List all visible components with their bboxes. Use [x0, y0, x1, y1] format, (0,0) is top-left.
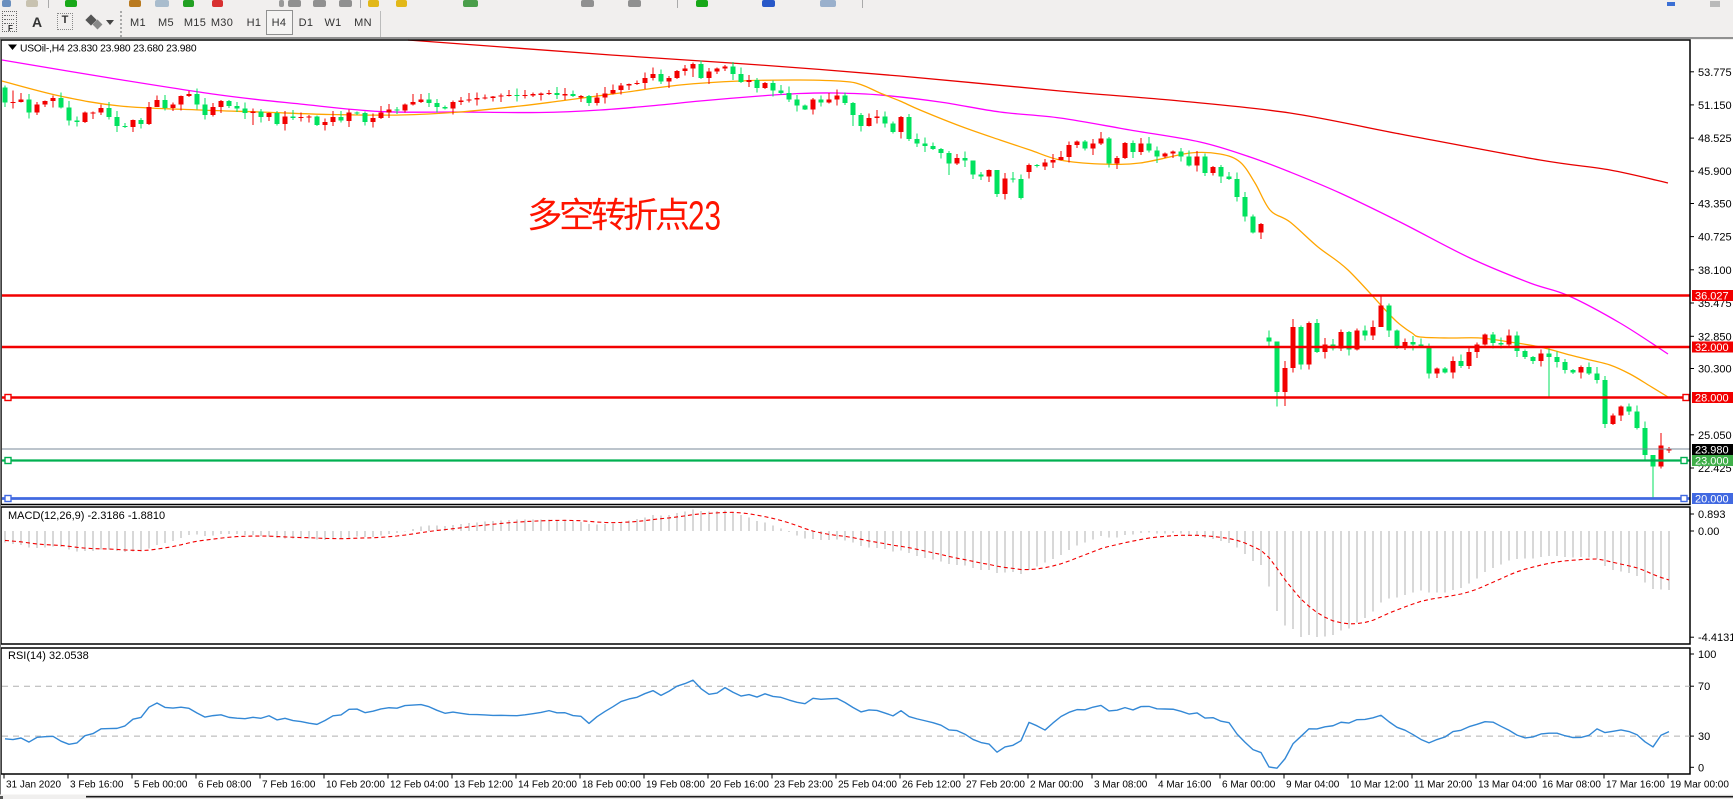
svg-text:40.725: 40.725	[1698, 232, 1732, 244]
svg-text:14 Feb 20:00: 14 Feb 20:00	[518, 779, 577, 790]
svg-text:20 Feb 16:00: 20 Feb 16:00	[710, 779, 769, 790]
svg-text:27 Feb 20:00: 27 Feb 20:00	[966, 779, 1025, 790]
svg-text:6 Feb 08:00: 6 Feb 08:00	[198, 779, 252, 790]
svg-text:10 Feb 20:00: 10 Feb 20:00	[326, 779, 385, 790]
svg-text:53.775: 53.775	[1698, 67, 1732, 79]
svg-text:30.300: 30.300	[1698, 364, 1732, 376]
svg-text:28.000: 28.000	[1695, 393, 1729, 405]
svg-text:23.980: 23.980	[1695, 445, 1729, 457]
svg-text:100: 100	[1698, 649, 1716, 661]
svg-text:12 Feb 04:00: 12 Feb 04:00	[390, 779, 449, 790]
svg-text:51.150: 51.150	[1698, 100, 1732, 112]
svg-text:20.000: 20.000	[1695, 494, 1729, 506]
svg-text:-4.4131: -4.4131	[1698, 632, 1733, 644]
svg-text:36.027: 36.027	[1695, 291, 1729, 303]
svg-text:38.100: 38.100	[1698, 265, 1732, 277]
svg-text:3 Feb 16:00: 3 Feb 16:00	[70, 779, 124, 790]
svg-text:9 Mar 04:00: 9 Mar 04:00	[1286, 779, 1340, 790]
svg-text:26 Feb 12:00: 26 Feb 12:00	[902, 779, 961, 790]
svg-text:2 Mar 00:00: 2 Mar 00:00	[1030, 779, 1084, 790]
svg-text:13 Mar 04:00: 13 Mar 04:00	[1478, 779, 1537, 790]
svg-text:43.350: 43.350	[1698, 199, 1732, 211]
svg-text:31 Jan 2020: 31 Jan 2020	[6, 779, 61, 790]
svg-text:13 Feb 12:00: 13 Feb 12:00	[454, 779, 513, 790]
svg-text:70: 70	[1698, 681, 1710, 693]
svg-text:11 Mar 20:00: 11 Mar 20:00	[1414, 779, 1473, 790]
svg-text:5 Feb 00:00: 5 Feb 00:00	[134, 779, 188, 790]
svg-text:19 Feb 08:00: 19 Feb 08:00	[646, 779, 705, 790]
svg-text:18 Feb 00:00: 18 Feb 00:00	[582, 779, 641, 790]
svg-text:0.00: 0.00	[1698, 526, 1719, 538]
svg-text:30: 30	[1698, 731, 1710, 743]
svg-text:23.000: 23.000	[1695, 456, 1729, 468]
svg-text:USOil-,H4 23.830 23.980 23.68: USOil-,H4 23.830 23.980 23.680 23.980	[20, 44, 197, 55]
svg-text:17 Mar 16:00: 17 Mar 16:00	[1606, 779, 1665, 790]
svg-text:23: 23	[688, 193, 721, 239]
svg-text:MACD(12,26,9) -2.3186 -1.8810: MACD(12,26,9) -2.3186 -1.8810	[8, 510, 165, 522]
svg-text:23 Feb 23:00: 23 Feb 23:00	[774, 779, 833, 790]
svg-text:48.525: 48.525	[1698, 133, 1732, 145]
svg-text:25.050: 25.050	[1698, 430, 1732, 442]
svg-text:16 Mar 08:00: 16 Mar 08:00	[1542, 779, 1601, 790]
svg-text:19 Mar 00:00: 19 Mar 00:00	[1670, 779, 1729, 790]
svg-text:32.850: 32.850	[1698, 331, 1732, 343]
svg-text:45.900: 45.900	[1698, 166, 1732, 178]
svg-text:10 Mar 12:00: 10 Mar 12:00	[1350, 779, 1409, 790]
svg-text:7 Feb 16:00: 7 Feb 16:00	[262, 779, 316, 790]
svg-text:4 Mar 16:00: 4 Mar 16:00	[1158, 779, 1212, 790]
svg-text:RSI(14) 32.0538: RSI(14) 32.0538	[8, 650, 89, 662]
svg-text:6 Mar 00:00: 6 Mar 00:00	[1222, 779, 1276, 790]
svg-text:32.000: 32.000	[1695, 342, 1729, 354]
svg-text:0: 0	[1698, 762, 1704, 774]
svg-text:3 Mar 08:00: 3 Mar 08:00	[1094, 779, 1148, 790]
svg-text:25 Feb 04:00: 25 Feb 04:00	[838, 779, 897, 790]
svg-text:0.893: 0.893	[1698, 509, 1726, 521]
